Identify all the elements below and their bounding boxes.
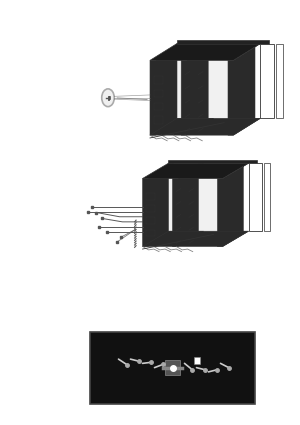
Polygon shape (150, 43, 260, 60)
Polygon shape (181, 43, 214, 135)
Polygon shape (260, 43, 274, 118)
Polygon shape (172, 163, 204, 246)
Bar (108, 96, 109, 99)
Circle shape (102, 89, 114, 107)
Polygon shape (142, 231, 249, 246)
Polygon shape (169, 160, 257, 163)
Bar (154, 103, 163, 110)
Bar (146, 205, 155, 212)
Polygon shape (177, 40, 269, 43)
Polygon shape (158, 55, 236, 130)
Polygon shape (276, 43, 283, 118)
Bar (146, 230, 155, 236)
Polygon shape (218, 163, 249, 246)
Bar (154, 116, 163, 124)
Bar (146, 217, 155, 224)
Polygon shape (264, 163, 270, 231)
Polygon shape (150, 43, 182, 135)
Bar (165, 360, 180, 375)
Bar (146, 193, 155, 200)
Bar (194, 357, 200, 364)
Polygon shape (150, 174, 225, 242)
Bar (109, 96, 110, 99)
Polygon shape (228, 43, 260, 135)
Polygon shape (142, 163, 249, 178)
Bar (154, 90, 163, 97)
Bar (90, 332, 255, 404)
Polygon shape (249, 163, 262, 231)
Polygon shape (142, 163, 174, 246)
Polygon shape (150, 118, 260, 135)
Bar (154, 76, 163, 84)
